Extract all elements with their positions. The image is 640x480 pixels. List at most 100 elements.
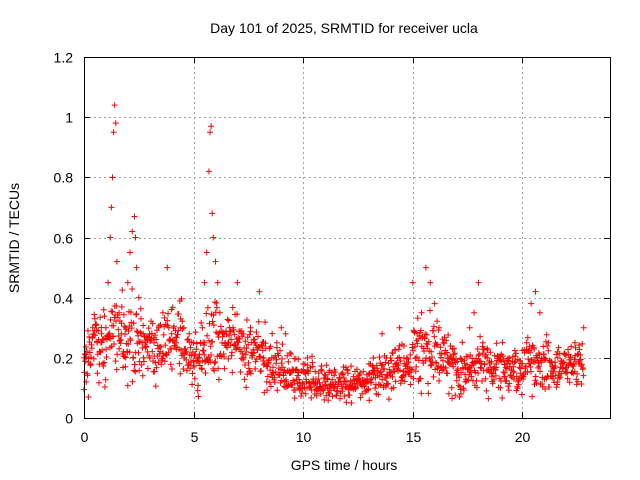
data-point bbox=[523, 339, 530, 346]
data-point bbox=[505, 357, 512, 364]
data-point bbox=[243, 316, 250, 323]
data-point bbox=[305, 368, 312, 375]
data-point bbox=[478, 360, 485, 367]
data-point bbox=[329, 393, 336, 400]
data-point bbox=[265, 360, 272, 367]
data-point bbox=[201, 279, 208, 286]
data-point bbox=[473, 377, 480, 384]
data-point bbox=[424, 341, 431, 348]
data-point bbox=[511, 375, 518, 382]
data-point bbox=[91, 311, 98, 318]
data-point bbox=[152, 332, 159, 339]
data-point bbox=[481, 361, 488, 368]
data-point bbox=[264, 387, 271, 394]
data-point bbox=[224, 316, 231, 323]
data-point bbox=[558, 370, 565, 377]
data-point bbox=[502, 364, 509, 371]
data-point bbox=[204, 304, 211, 311]
data-point bbox=[179, 318, 186, 325]
data-point bbox=[450, 351, 457, 358]
data-point bbox=[118, 330, 125, 337]
data-point bbox=[257, 353, 264, 360]
data-point bbox=[148, 330, 155, 337]
data-point bbox=[88, 354, 95, 361]
data-point bbox=[475, 370, 482, 377]
data-point bbox=[312, 368, 319, 375]
data-point bbox=[488, 369, 495, 376]
data-point bbox=[489, 380, 496, 387]
data-point bbox=[118, 336, 125, 343]
data-point bbox=[334, 388, 341, 395]
data-point bbox=[529, 393, 536, 400]
data-point bbox=[417, 375, 424, 382]
data-point bbox=[308, 387, 315, 394]
data-point bbox=[160, 331, 167, 338]
data-point bbox=[385, 396, 392, 403]
data-point bbox=[467, 352, 474, 359]
data-point bbox=[158, 361, 165, 368]
data-point bbox=[185, 336, 192, 343]
data-point bbox=[499, 395, 506, 402]
data-point bbox=[337, 395, 344, 402]
data-point bbox=[241, 376, 248, 383]
data-point bbox=[264, 373, 271, 380]
data-point bbox=[395, 362, 402, 369]
data-point bbox=[472, 369, 479, 376]
data-point bbox=[195, 382, 202, 389]
data-point bbox=[522, 363, 529, 370]
data-point bbox=[95, 379, 102, 386]
data-point bbox=[542, 355, 549, 362]
data-point bbox=[396, 367, 403, 374]
data-point bbox=[130, 354, 137, 361]
data-point bbox=[258, 367, 265, 374]
data-point bbox=[132, 368, 139, 375]
data-point bbox=[215, 376, 222, 383]
data-point bbox=[309, 353, 316, 360]
data-point bbox=[445, 332, 452, 339]
data-point bbox=[90, 355, 97, 362]
data-point bbox=[580, 365, 587, 372]
data-point bbox=[101, 359, 108, 366]
data-point bbox=[93, 321, 100, 328]
data-point bbox=[511, 347, 518, 354]
data-point bbox=[82, 351, 89, 358]
data-point bbox=[559, 365, 566, 372]
data-point bbox=[325, 397, 332, 404]
data-point bbox=[142, 339, 149, 346]
data-point bbox=[339, 369, 346, 376]
data-point bbox=[387, 369, 394, 376]
data-point bbox=[382, 359, 389, 366]
data-point bbox=[545, 347, 552, 354]
data-point bbox=[122, 363, 129, 370]
data-point bbox=[365, 360, 372, 367]
plot-frame bbox=[84, 57, 611, 419]
data-point bbox=[91, 315, 98, 322]
data-point bbox=[451, 350, 458, 357]
data-point bbox=[96, 361, 103, 368]
data-point bbox=[221, 353, 228, 360]
data-point bbox=[155, 324, 162, 331]
data-point bbox=[208, 351, 215, 358]
data-point bbox=[208, 123, 215, 130]
data-point bbox=[579, 340, 586, 347]
data-point bbox=[430, 323, 437, 330]
data-point bbox=[167, 361, 174, 368]
data-point bbox=[322, 378, 329, 385]
data-point bbox=[374, 365, 381, 372]
data-point bbox=[198, 319, 205, 326]
data-point bbox=[209, 210, 216, 217]
data-point bbox=[436, 377, 443, 384]
data-point bbox=[437, 344, 444, 351]
data-point bbox=[462, 378, 469, 385]
data-point bbox=[100, 306, 107, 313]
data-point bbox=[421, 348, 428, 355]
data-point bbox=[322, 372, 329, 379]
data-point bbox=[516, 357, 523, 364]
data-point bbox=[264, 363, 271, 370]
data-point bbox=[267, 383, 274, 390]
data-point bbox=[414, 330, 421, 337]
data-point bbox=[341, 393, 348, 400]
data-point bbox=[308, 394, 315, 401]
chart-title: Day 101 of 2025, SRMTID for receiver ucl… bbox=[210, 20, 478, 36]
data-point bbox=[476, 351, 483, 358]
